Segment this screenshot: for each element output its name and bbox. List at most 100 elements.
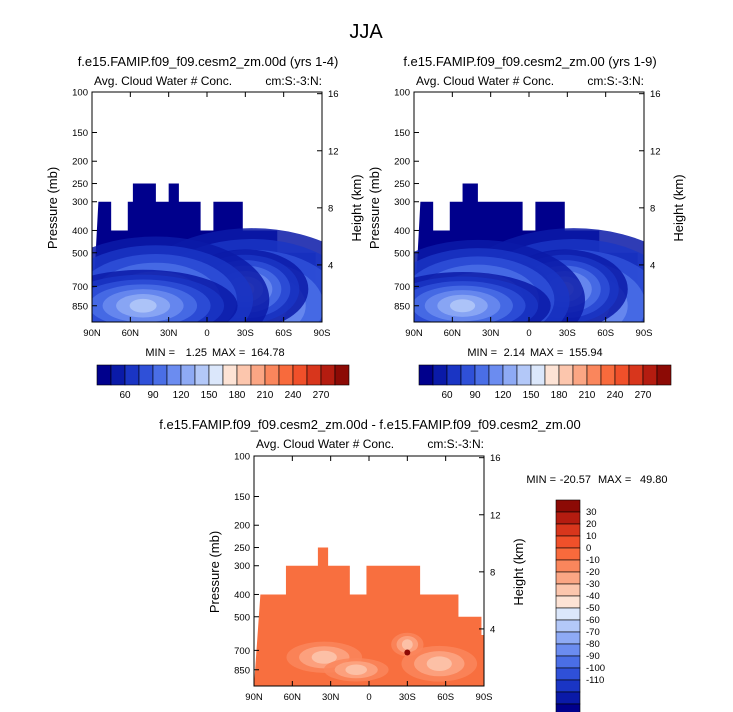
colorbar-box: [236, 364, 252, 386]
colorbar-label: 150: [523, 390, 540, 401]
panel-2: f.e15.FAMIP.f09_f09.cesm2_zm.00 (yrs 1-9…: [367, 54, 686, 401]
xtick-label: 0: [366, 692, 371, 703]
colorbar-box: [194, 364, 210, 386]
colorbar-label: -50: [586, 603, 600, 614]
xtick-label: 90S: [476, 692, 493, 703]
ytick-label: 150: [394, 128, 410, 139]
colorbar-box: [555, 703, 581, 712]
colorbar-box: [250, 364, 266, 386]
panel-3-title: f.e15.FAMIP.f09_f09.cesm2_zm.00d - f.e15…: [159, 417, 581, 432]
figure-title: JJA: [349, 21, 383, 43]
colorbar-label: 10: [586, 531, 597, 542]
colorbar-box: [555, 619, 581, 633]
colorbar-box: [152, 364, 168, 386]
ytick-label: 500: [72, 248, 88, 259]
colorbar-box: [502, 364, 518, 386]
colorbar-box: [555, 595, 581, 609]
ytick-label: 150: [234, 492, 250, 503]
ytick-right-label: 8: [328, 203, 333, 214]
ytick-right-label: 8: [650, 203, 655, 214]
ytick-label: 200: [72, 157, 88, 168]
ytick-label: 700: [72, 282, 88, 293]
colorbar-label: 60: [441, 390, 453, 401]
panel-2-max-value: 155.94: [569, 347, 603, 359]
panel-2-min-label: MIN =: [467, 347, 497, 359]
colorbar-box: [530, 364, 546, 386]
ytick-right-label: 16: [328, 89, 339, 100]
panel-1-colorbar: 60 90 120 150 180 210 240 270: [96, 364, 350, 401]
colorbar-box: [306, 364, 322, 386]
colorbar-label: 270: [635, 390, 652, 401]
colorbar-box: [96, 364, 112, 386]
colorbar-label: -110: [586, 675, 604, 686]
contour-level: [129, 298, 157, 313]
ytick-label: 100: [394, 88, 410, 99]
panel-3-ylabel: Pressure (mb): [207, 531, 222, 613]
ytick-label: 100: [234, 452, 250, 463]
xtick-label: 60S: [275, 328, 292, 339]
colorbar-box: [320, 364, 336, 386]
colorbar-label: -30: [586, 579, 600, 590]
colorbar-label: 120: [173, 390, 190, 401]
xtick-label: 90S: [314, 328, 331, 339]
panel-1-title: f.e15.FAMIP.f09_f09.cesm2_zm.00d (yrs 1-…: [78, 54, 339, 69]
xtick-label: 30S: [399, 692, 416, 703]
colorbar-box: [555, 667, 581, 681]
panel-2-colorbar: 60 90 120 150 180 210 240 270: [418, 364, 672, 401]
panel-1-max-label: MAX =: [212, 347, 245, 359]
colorbar-box: [460, 364, 476, 386]
ytick-right-label: 4: [650, 260, 655, 271]
ytick-label: 200: [394, 157, 410, 168]
ytick-label: 300: [234, 561, 250, 572]
colorbar-box: [600, 364, 616, 386]
colorbar-box: [516, 364, 532, 386]
ytick-right-label: 4: [328, 260, 333, 271]
colorbar-label: -60: [586, 615, 600, 626]
colorbar-label: -70: [586, 627, 600, 638]
colorbar-label: 270: [313, 390, 330, 401]
colorbar-label: -20: [586, 567, 600, 578]
panel-1-plot: 100 150 200 250 300 400 500 700 850 16 12 8 4 90N 60N 3…: [72, 88, 339, 340]
panel-2-min-value: 2.14: [504, 347, 525, 359]
panel-1-ylabel-right: Height (km): [349, 174, 364, 241]
xtick-label: 90N: [245, 692, 263, 703]
colorbar-box: [555, 643, 581, 657]
colorbar-box: [614, 364, 630, 386]
xtick-label: 60S: [597, 328, 614, 339]
contour-level: [345, 664, 368, 676]
xtick-label: 60N: [122, 328, 140, 339]
ytick-label: 250: [234, 543, 250, 554]
colorbar-box: [418, 364, 434, 386]
ytick-label: 400: [234, 590, 250, 601]
ytick-label: 400: [72, 226, 88, 237]
xtick-label: 90N: [405, 328, 423, 339]
panel-2-title: f.e15.FAMIP.f09_f09.cesm2_zm.00 (yrs 1-9…: [403, 54, 656, 69]
colorbar-box: [555, 523, 581, 537]
max-marker: [404, 649, 411, 656]
panel-1-ylabel: Pressure (mb): [45, 167, 60, 249]
colorbar-box: [292, 364, 308, 386]
ytick-label: 850: [72, 301, 88, 312]
xtick-label: 90S: [636, 328, 653, 339]
panel-1-subtitle-right: cm:S:-3:N:: [265, 74, 322, 88]
ytick-right-label: 12: [328, 146, 339, 157]
panel-2-plot: 100 150 200 250 300 400 500 700 850 16 12 8 4 90N 60N 3…: [394, 88, 660, 340]
colorbar-label: -90: [586, 651, 600, 662]
colorbar-label: 20: [586, 519, 597, 530]
colorbar-box: [446, 364, 462, 386]
colorbar-box: [222, 364, 238, 386]
colorbar-label: 180: [551, 390, 568, 401]
panel-2-ylabel-right: Height (km): [671, 174, 686, 241]
panel-3-max-value: 49.80: [640, 474, 668, 486]
panel-3-colorbar: 3020100-10-20-30-40-50-60-70-80-90-100-1…: [555, 499, 605, 712]
colorbar-box: [586, 364, 602, 386]
colorbar-box: [544, 364, 560, 386]
contour-level: [401, 639, 413, 650]
ytick-label: 250: [72, 179, 88, 190]
colorbar-box: [555, 607, 581, 621]
ytick-label: 150: [72, 128, 88, 139]
colorbar-label: 150: [201, 390, 218, 401]
ytick-label: 700: [234, 646, 250, 657]
xtick-label: 0: [204, 328, 209, 339]
